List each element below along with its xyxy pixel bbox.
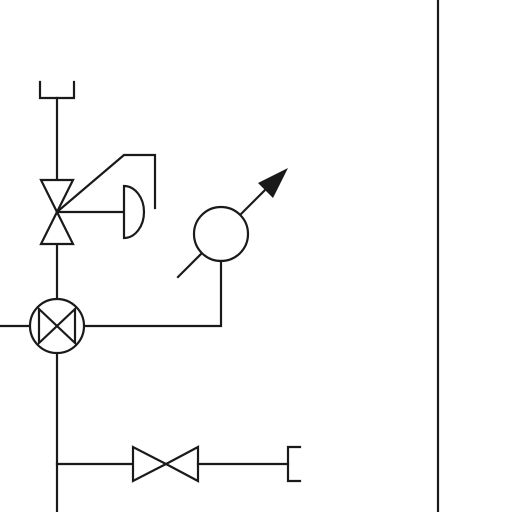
diaphragm-actuator <box>122 184 146 240</box>
mixing-valve-right-wedge <box>55 306 77 346</box>
mixing-valve-circle-x <box>28 297 86 355</box>
instrument-circle <box>192 205 250 263</box>
gate-valve-right-triangle <box>163 445 200 483</box>
diaphragm-actuated-control-valve <box>39 178 75 246</box>
gate-valve <box>131 445 200 483</box>
actuator-linkage <box>55 153 157 214</box>
valve-lower-triangle <box>39 209 75 246</box>
valve-upper-triangle <box>39 178 75 215</box>
rotary-instrument-with-adjustment-arrow <box>176 168 288 279</box>
gate-valve-left-triangle <box>131 445 169 483</box>
mixing-valve-left-wedge <box>37 306 59 346</box>
arrow-head-icon <box>258 168 288 198</box>
instrument-signal-line <box>83 259 223 328</box>
open-end-cap-top <box>38 80 76 100</box>
diagram-strokes <box>0 0 440 512</box>
open-end-cap-right <box>286 445 302 483</box>
